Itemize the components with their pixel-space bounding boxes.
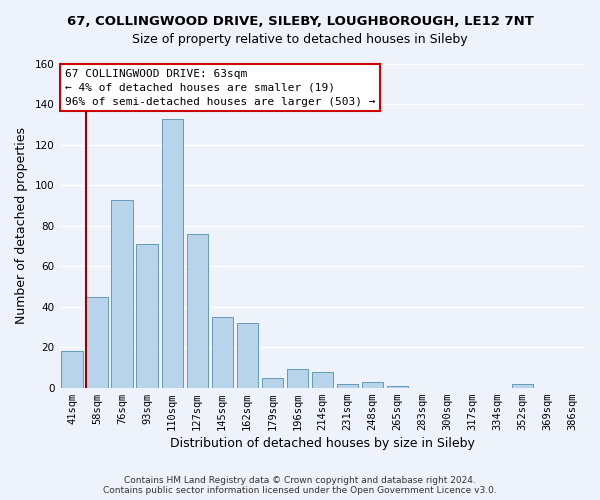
Bar	[86, 296, 108, 388]
Y-axis label: Number of detached properties: Number of detached properties	[15, 128, 28, 324]
Bar	[337, 384, 358, 388]
Text: 67 COLLINGWOOD DRIVE: 63sqm
← 4% of detached houses are smaller (19)
96% of semi: 67 COLLINGWOOD DRIVE: 63sqm ← 4% of deta…	[65, 69, 376, 107]
Bar	[236, 323, 258, 388]
Bar	[212, 317, 233, 388]
Bar	[61, 352, 83, 388]
X-axis label: Distribution of detached houses by size in Sileby: Distribution of detached houses by size …	[170, 437, 475, 450]
Bar	[161, 118, 183, 388]
Bar	[311, 372, 333, 388]
Text: Size of property relative to detached houses in Sileby: Size of property relative to detached ho…	[132, 32, 468, 46]
Bar	[262, 378, 283, 388]
Bar	[362, 382, 383, 388]
Bar	[287, 370, 308, 388]
Bar	[512, 384, 533, 388]
Bar	[187, 234, 208, 388]
Bar	[136, 244, 158, 388]
Text: Contains HM Land Registry data © Crown copyright and database right 2024.
Contai: Contains HM Land Registry data © Crown c…	[103, 476, 497, 495]
Bar	[112, 200, 133, 388]
Text: 67, COLLINGWOOD DRIVE, SILEBY, LOUGHBOROUGH, LE12 7NT: 67, COLLINGWOOD DRIVE, SILEBY, LOUGHBORO…	[67, 15, 533, 28]
Bar	[387, 386, 408, 388]
